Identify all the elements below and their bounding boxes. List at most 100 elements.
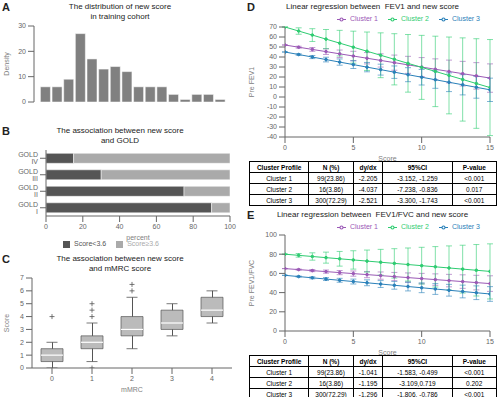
svg-text:2: 2 bbox=[20, 339, 24, 346]
svg-text:15: 15 bbox=[486, 144, 492, 151]
html-text:N (%): N (%) bbox=[322, 163, 340, 171]
svg-text:40: 40 bbox=[269, 53, 277, 60]
html-text:dy/dx: dy/dx bbox=[359, 163, 377, 171]
svg-text:100: 100 bbox=[224, 223, 236, 230]
svg-text:60: 60 bbox=[269, 33, 277, 40]
html-text:-7.238, -0.836: -7.238, -0.836 bbox=[397, 185, 438, 193]
svg-text:percent: percent bbox=[126, 234, 149, 242]
svg-text:15: 15 bbox=[486, 338, 492, 345]
html-text:Cluster 2: Cluster 2 bbox=[401, 15, 429, 23]
html-text:Linear regression between FEV1: Linear regression between FEV1 and new s… bbox=[286, 2, 459, 11]
html-text:<0.001: <0.001 bbox=[464, 174, 485, 182]
svg-text:GOLDI: GOLDI bbox=[18, 201, 38, 215]
html-text:Cluster 3: Cluster 3 bbox=[452, 223, 480, 231]
svg-text:0: 0 bbox=[20, 364, 24, 371]
svg-text:1: 1 bbox=[20, 352, 24, 359]
svg-text:20: 20 bbox=[269, 308, 277, 315]
html-text:<0.001: <0.001 bbox=[464, 196, 485, 204]
html-text:The association between new sc: The association between new score and mM… bbox=[56, 254, 184, 273]
html-text:Cluster 1: Cluster 1 bbox=[350, 15, 378, 23]
svg-text:40: 40 bbox=[269, 289, 277, 296]
html-text:N (%): N (%) bbox=[322, 357, 340, 365]
svg-text:5: 5 bbox=[20, 300, 24, 307]
svg-text:70: 70 bbox=[269, 23, 277, 30]
svg-text:Score: Score bbox=[378, 349, 396, 355]
svg-text:50: 50 bbox=[269, 43, 277, 50]
svg-text:20: 20 bbox=[269, 73, 277, 80]
svg-text:60: 60 bbox=[153, 223, 161, 230]
html-text:Cluster 1: Cluster 1 bbox=[350, 223, 378, 231]
html-text:The distribution of new score: The distribution of new score in trainin… bbox=[68, 2, 172, 21]
svg-text:0: 0 bbox=[44, 223, 48, 230]
svg-text:20: 20 bbox=[18, 48, 26, 55]
svg-text:10: 10 bbox=[18, 73, 26, 80]
svg-text:5: 5 bbox=[351, 338, 355, 345]
svg-text:mMRC: mMRC bbox=[121, 386, 143, 392]
svg-text:4: 4 bbox=[20, 313, 24, 320]
html-text:-2.521: -2.521 bbox=[358, 196, 378, 204]
svg-text:0: 0 bbox=[22, 98, 26, 105]
html-text:Cluster 2: Cluster 2 bbox=[401, 223, 429, 231]
svg-text:100: 100 bbox=[265, 231, 277, 238]
svg-text:0: 0 bbox=[283, 144, 287, 151]
html-text:300(72.29): 300(72.29) bbox=[315, 196, 347, 204]
svg-text:10: 10 bbox=[418, 144, 426, 151]
html-text:P-value: P-value bbox=[462, 163, 486, 171]
svg-text:-20: -20 bbox=[267, 113, 277, 120]
svg-text:0: 0 bbox=[50, 375, 54, 382]
html-text:16(3.86): 16(3.86) bbox=[318, 185, 344, 193]
html-text:-2.205: -2.205 bbox=[358, 174, 378, 182]
html-text:Cluster Profile: Cluster Profile bbox=[256, 163, 302, 171]
html-text:0.017: 0.017 bbox=[466, 185, 483, 193]
html-text:B: B bbox=[2, 125, 10, 137]
svg-text:4: 4 bbox=[210, 375, 214, 382]
svg-text:-30: -30 bbox=[267, 123, 277, 130]
svg-text:60: 60 bbox=[269, 270, 277, 277]
svg-text:3: 3 bbox=[20, 326, 24, 333]
html-text:99(23.86): 99(23.86) bbox=[317, 174, 345, 182]
html-text:D: D bbox=[247, 1, 255, 13]
svg-text:-40: -40 bbox=[267, 133, 277, 140]
svg-text:7: 7 bbox=[20, 274, 24, 281]
svg-text:GOLDIV: GOLDIV bbox=[18, 151, 38, 165]
html-text:Cluster 2: Cluster 2 bbox=[266, 185, 293, 193]
svg-text:1: 1 bbox=[90, 375, 94, 382]
svg-text:30: 30 bbox=[269, 63, 277, 70]
svg-text:Pre FEV1: Pre FEV1 bbox=[248, 67, 255, 97]
svg-text:3: 3 bbox=[170, 375, 174, 382]
svg-text:10: 10 bbox=[418, 338, 426, 345]
html-text:C: C bbox=[2, 253, 10, 265]
svg-text:GOLDII: GOLDII bbox=[18, 184, 38, 198]
html-text:Linear regression between FEV1: Linear regression between FEV1/FVC and n… bbox=[276, 210, 469, 219]
html-text:-3.152, -1.259: -3.152, -1.259 bbox=[397, 174, 438, 182]
html-text:Cluster 3: Cluster 3 bbox=[266, 196, 293, 204]
svg-text:GOLDIII: GOLDIII bbox=[18, 168, 38, 182]
svg-text:Score: Score bbox=[8, 314, 10, 332]
html-text:Cluster 3: Cluster 3 bbox=[452, 15, 480, 23]
html-text:dy/dx: dy/dx bbox=[359, 357, 377, 365]
svg-text:20: 20 bbox=[79, 223, 87, 230]
svg-text:-10: -10 bbox=[267, 103, 277, 110]
html-text:95%CI: 95%CI bbox=[407, 163, 428, 171]
html-text:Cluster 1: Cluster 1 bbox=[266, 174, 293, 182]
svg-text:6: 6 bbox=[20, 287, 24, 294]
svg-text:5: 5 bbox=[351, 144, 355, 151]
html-text:A: A bbox=[2, 1, 10, 13]
svg-text:Score: Score bbox=[378, 155, 396, 161]
html-text:-4.037: -4.037 bbox=[358, 185, 378, 193]
svg-text:80: 80 bbox=[269, 251, 277, 258]
svg-text:Pre FEV1/FVC: Pre FEV1/FVC bbox=[248, 260, 255, 306]
svg-text:40: 40 bbox=[116, 223, 124, 230]
svg-text:10: 10 bbox=[269, 83, 277, 90]
svg-text:30: 30 bbox=[18, 22, 26, 29]
svg-text:0: 0 bbox=[273, 93, 277, 100]
html-text:-3.300, -1.743: -3.300, -1.743 bbox=[397, 196, 438, 204]
svg-text:2: 2 bbox=[130, 375, 134, 382]
svg-text:Density: Density bbox=[8, 52, 11, 76]
svg-text:0: 0 bbox=[273, 327, 277, 334]
svg-text:0: 0 bbox=[283, 338, 287, 345]
svg-text:80: 80 bbox=[189, 223, 197, 230]
html-text:The association between new sc: The association between new score and GO… bbox=[56, 126, 184, 145]
html-text:Cluster Profile: Cluster Profile bbox=[256, 357, 302, 365]
html-text:E: E bbox=[247, 209, 255, 221]
